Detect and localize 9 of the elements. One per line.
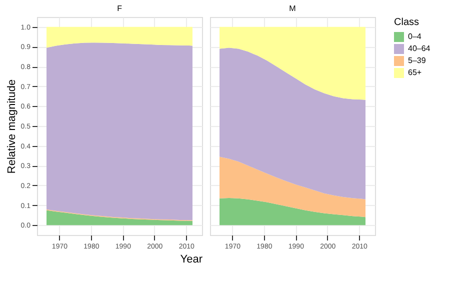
y-axis-title: Relative magnitude xyxy=(6,79,18,174)
legend-label: 40–64 xyxy=(408,44,431,53)
chart-title: M xyxy=(289,4,296,13)
x-axis-title: Year xyxy=(180,254,203,266)
chart-title: F xyxy=(117,4,122,13)
legend-label: 5–39 xyxy=(408,56,426,65)
legend-label: 65+ xyxy=(408,68,422,77)
legend-label: 0–4 xyxy=(408,32,422,41)
legend-title: Class xyxy=(394,17,420,28)
